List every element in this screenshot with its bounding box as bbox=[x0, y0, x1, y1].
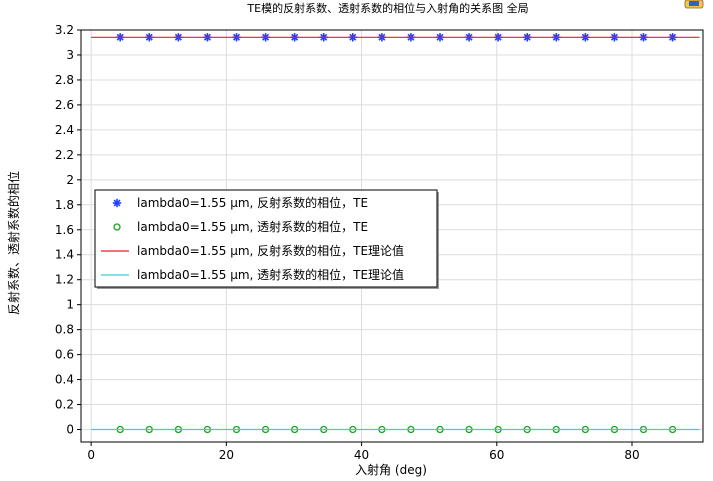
x-axis-label: 入射角 (deg) bbox=[355, 462, 427, 477]
y-tick-label: 2.4 bbox=[55, 123, 74, 137]
legend-label: lambda0=1.55 µm, 反射系数的相位，TE bbox=[137, 195, 368, 210]
legend-star-swatch bbox=[112, 198, 122, 208]
axes: 0 20 40 60 80 0 0.2 0.4 0.6 0.8 1 1.2 1.4 1.6 1.8 2 2.2 2… bbox=[55, 23, 704, 462]
legend-box bbox=[94, 189, 438, 288]
y-tick-label: 3.2 bbox=[55, 23, 74, 37]
y-tick-label: 1.8 bbox=[55, 198, 74, 212]
legend-label: lambda0=1.55 µm, 透射系数的相位，TE理论值 bbox=[137, 267, 404, 282]
y-tick-label: 0.4 bbox=[55, 373, 74, 387]
x-tick-label: 0 bbox=[87, 448, 95, 462]
y-axis-label: 反射系数、透射系数的相位 bbox=[6, 171, 21, 315]
y-tick-label: 0.6 bbox=[55, 348, 74, 362]
x-tick-label: 40 bbox=[354, 448, 369, 462]
x-tick-label: 60 bbox=[489, 448, 504, 462]
x-tick-label: 80 bbox=[624, 448, 639, 462]
legend-item: lambda0=1.55 µm, 透射系数的相位，TE bbox=[113, 219, 368, 234]
legend-circle-swatch bbox=[113, 223, 121, 231]
window-icon[interactable] bbox=[684, 0, 704, 9]
y-tick-label: 1.2 bbox=[55, 273, 74, 287]
y-tick-label: 2 bbox=[66, 173, 74, 187]
y-tick-label: 1.6 bbox=[55, 223, 74, 237]
y-tick-label: 0.2 bbox=[55, 398, 74, 412]
legend: lambda0=1.55 µm, 反射系数的相位，TE lambda0=1.55 … bbox=[94, 189, 439, 289]
y-tick-label: 2.8 bbox=[55, 73, 74, 87]
legend-item: lambda0=1.55 µm, 反射系数的相位，TE理论值 bbox=[101, 243, 404, 258]
y-tick-label: 0 bbox=[66, 423, 74, 437]
plot-frame bbox=[80, 29, 704, 443]
y-tick-label: 3 bbox=[66, 48, 74, 62]
legend-item: lambda0=1.55 µm, 反射系数的相位，TE bbox=[112, 195, 368, 210]
legend-label: lambda0=1.55 µm, 反射系数的相位，TE理论值 bbox=[137, 243, 404, 258]
y-tick-label: 2.6 bbox=[55, 98, 74, 112]
y-tick-label: 1.4 bbox=[55, 248, 74, 262]
legend-label: lambda0=1.55 µm, 透射系数的相位，TE bbox=[137, 219, 368, 234]
y-tick-label: 1 bbox=[66, 298, 74, 312]
series-layer bbox=[91, 33, 700, 434]
legend-item: lambda0=1.55 µm, 透射系数的相位，TE理论值 bbox=[101, 267, 404, 282]
y-tick-label: 0.8 bbox=[55, 323, 74, 337]
y-tick-label: 2.2 bbox=[55, 148, 74, 162]
x-tick-label: 20 bbox=[219, 448, 234, 462]
chart-title: TE模的反射系数、透射系数的相位与入射角的关系图 全局 bbox=[246, 1, 528, 15]
